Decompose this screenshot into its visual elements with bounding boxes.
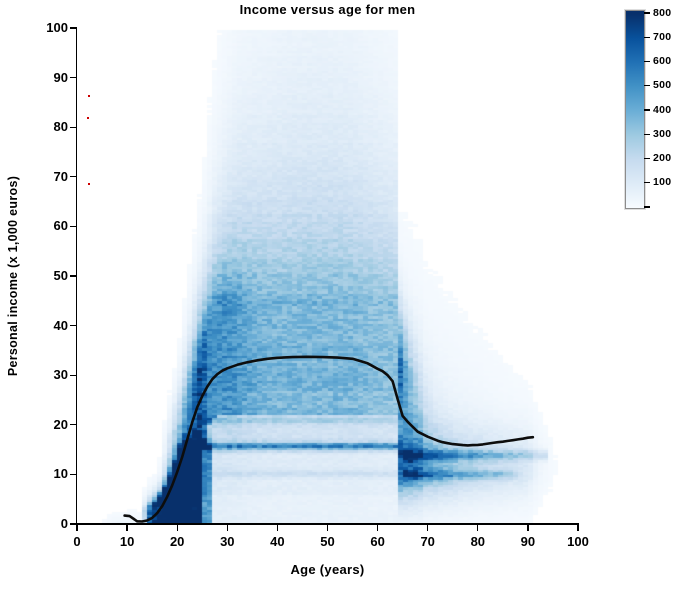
y-tick-10 — [70, 473, 76, 476]
colorbar-tick-label-500: 500 — [653, 79, 672, 92]
colorbar — [625, 10, 645, 209]
colorbar-tick-800 — [644, 12, 650, 14]
x-axis-line — [75, 523, 579, 525]
colorbar-tick-0 — [644, 206, 650, 208]
y-tick-60 — [70, 225, 76, 228]
x-tick-20 — [176, 525, 178, 531]
y-tick-label-80: 80 — [53, 119, 68, 135]
colorbar-tick-label-300: 300 — [653, 127, 672, 140]
outlier-point-2 — [86, 117, 89, 120]
colorbar-tick-700 — [644, 36, 650, 38]
x-tick-label-20: 20 — [169, 534, 185, 549]
mean-line-layer — [123, 355, 535, 523]
x-tick-label-10: 10 — [119, 534, 135, 549]
x-tick-label-80: 80 — [470, 534, 486, 549]
colorbar-tick-label-200: 200 — [653, 152, 672, 164]
outlier-point-3 — [88, 183, 91, 186]
heatmap-canvas — [77, 28, 578, 524]
chart-title: Income versus age for men — [239, 2, 416, 17]
colorbar-tick-300 — [644, 133, 650, 135]
outlier-point-1 — [87, 94, 90, 97]
colorbar-tick-label-400: 400 — [653, 103, 672, 116]
x-tick-label-70: 70 — [420, 534, 435, 549]
x-tick-0 — [76, 525, 78, 531]
y-tick-70 — [70, 176, 76, 178]
colorbar-tick-label-800: 800 — [653, 6, 672, 19]
colorbar-tick-400 — [644, 109, 650, 111]
x-tick-label-60: 60 — [370, 534, 385, 549]
mean-income-line — [123, 355, 535, 523]
x-tick-50 — [326, 525, 329, 531]
y-tick-label-50: 50 — [53, 268, 68, 283]
y-tick-label-90: 90 — [53, 69, 68, 85]
y-tick-label-30: 30 — [53, 367, 68, 383]
y-tick-label-40: 40 — [53, 317, 68, 333]
x-tick-70 — [427, 525, 429, 531]
x-tick-100 — [577, 525, 579, 531]
y-tick-label-20: 20 — [53, 416, 68, 432]
x-tick-label-90: 90 — [520, 534, 536, 549]
y-tick-label-100: 100 — [46, 20, 68, 35]
y-tick-90 — [70, 76, 76, 79]
x-tick-10 — [126, 525, 128, 531]
x-tick-90 — [527, 525, 529, 531]
x-axis-title: Age (years) — [290, 562, 365, 577]
y-tick-label-0: 0 — [60, 516, 68, 531]
colorbar-tick-label-600: 600 — [653, 55, 672, 67]
y-tick-80 — [70, 126, 76, 128]
y-tick-40 — [70, 324, 76, 327]
colorbar-tick-100 — [644, 182, 650, 184]
y-axis-title: Personal income (x 1,000 euros) — [6, 175, 20, 377]
y-tick-label-60: 60 — [53, 218, 68, 234]
colorbar-tick-600 — [644, 60, 650, 63]
y-tick-0 — [70, 523, 76, 525]
plot-area — [77, 28, 578, 524]
x-tick-80 — [477, 525, 479, 531]
y-tick-20 — [70, 424, 76, 426]
y-tick-30 — [70, 374, 76, 376]
colorbar-tick-label-100: 100 — [653, 176, 672, 189]
x-tick-60 — [376, 525, 379, 531]
y-axis-line — [75, 27, 78, 525]
y-tick-100 — [70, 27, 76, 29]
colorbar-tick-label-700: 700 — [653, 30, 672, 43]
x-tick-label-50: 50 — [320, 534, 335, 549]
y-tick-50 — [70, 275, 76, 277]
x-tick-label-30: 30 — [220, 534, 235, 549]
x-tick-40 — [276, 525, 279, 531]
y-tick-label-10: 10 — [53, 466, 68, 482]
colorbar-tick-200 — [644, 157, 650, 160]
x-tick-label-40: 40 — [270, 534, 285, 549]
x-tick-30 — [226, 525, 228, 531]
colorbar-tick-500 — [644, 85, 650, 87]
y-tick-label-70: 70 — [53, 168, 68, 184]
x-tick-label-100: 100 — [567, 534, 589, 549]
x-tick-label-0: 0 — [73, 534, 81, 549]
